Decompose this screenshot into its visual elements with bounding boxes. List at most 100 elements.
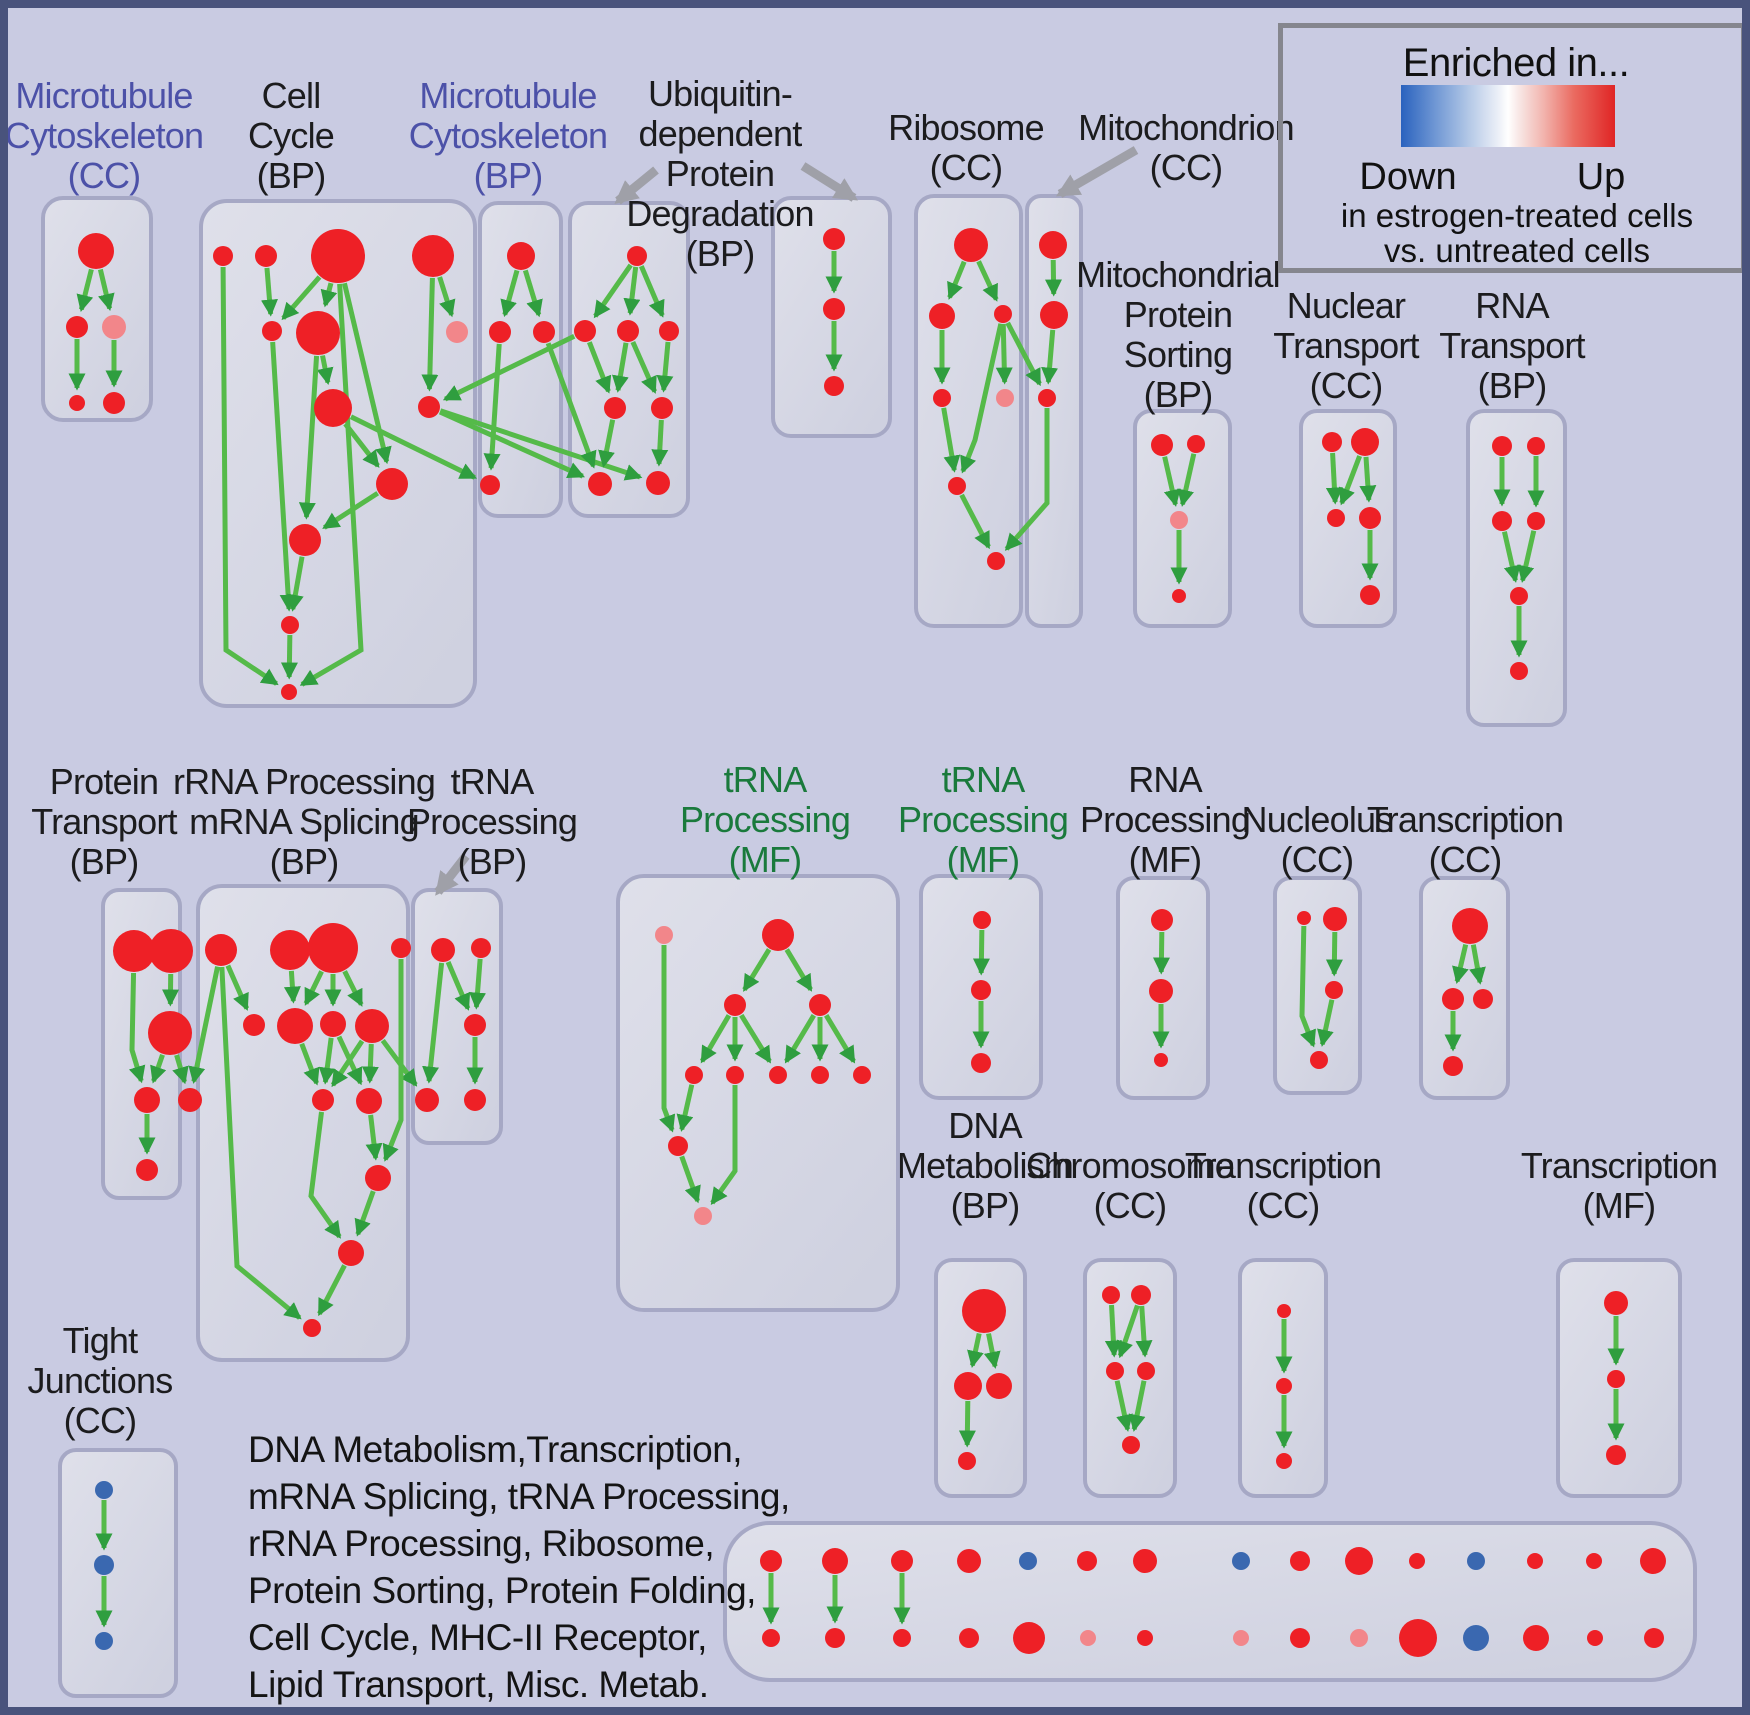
- group-label-line: Tight: [62, 1320, 139, 1361]
- go-node-tp5: [464, 1089, 486, 1111]
- edge-arrow-rr3-rr6: [303, 970, 324, 1006]
- edge-arrow-g2-g3: [1041, 329, 1059, 385]
- go-node-c10: [376, 468, 408, 500]
- group-label-line: (MF): [728, 839, 803, 880]
- go-node-u1: [574, 320, 596, 342]
- go-node-ch4: [1137, 1362, 1155, 1380]
- edge-arrow-t3-t5: [1501, 531, 1521, 583]
- edge-arrow-k1-k2: [1152, 931, 1170, 975]
- edge-arrow-rr12-rr13: [317, 1264, 347, 1317]
- group-label-line: Microtubule: [15, 75, 193, 116]
- go-node-c2: [255, 245, 277, 267]
- group-label-line: (CC): [1428, 839, 1503, 880]
- go-node-g1: [1039, 231, 1067, 259]
- go-node-n5: [1360, 585, 1380, 605]
- edge-arrow-rr3-rr8: [342, 970, 364, 1007]
- go-node-nl3: [1325, 981, 1343, 999]
- go-node-s9b: [1290, 1628, 1310, 1648]
- group-label-line: Protein: [665, 153, 775, 194]
- group-label-line: tRNA: [723, 759, 808, 800]
- group-label-line: Protein: [1123, 294, 1233, 335]
- group-box-microtubule-cc: [41, 196, 153, 422]
- edge-arrow-rr8-rr10: [361, 1043, 379, 1084]
- legend-subtitle-line1: in estrogen-treated cells: [1340, 197, 1694, 234]
- group-label-line: Cytoskeleton: [408, 115, 608, 156]
- group-label-line: Microtubule: [419, 75, 597, 116]
- go-node-t4: [1527, 512, 1545, 530]
- group-label-line: (CC): [1280, 839, 1355, 880]
- group-label-line: (MF): [1128, 839, 1203, 880]
- group-label-line: Cycle: [247, 115, 335, 156]
- edge-arrow-ch1-ch3: [1104, 1304, 1122, 1358]
- go-node-tc4: [1443, 1056, 1463, 1076]
- group-label-line: Processing: [1079, 799, 1251, 840]
- group-label-line: Degradation: [626, 193, 814, 234]
- go-node-r3: [994, 305, 1012, 323]
- group-label-rrna-mrna: rRNA Processing mRNA Splicing (BP): [173, 762, 436, 882]
- go-node-ch3: [1106, 1362, 1124, 1380]
- go-node-s7a: [1133, 1549, 1157, 1573]
- misc-categories-line: Protein Sorting, Protein Folding,: [248, 1570, 756, 1611]
- go-node-f1: [655, 926, 673, 944]
- edge-arrow-m1-m2: [76, 268, 94, 313]
- go-node-q3: [824, 376, 844, 396]
- go-node-mt1: [507, 242, 535, 270]
- edge-arrow-r1-r3: [976, 260, 999, 302]
- go-node-nl2: [1323, 907, 1347, 931]
- group-label-transcription-cc-bottom: Transcription (CC): [1185, 1146, 1382, 1226]
- go-node-n2: [1351, 428, 1379, 456]
- edge-arrow-c11-c12: [286, 556, 305, 612]
- go-node-rr1: [205, 934, 237, 966]
- go-node-f8: [811, 1066, 829, 1084]
- go-node-r5: [996, 389, 1014, 407]
- go-node-rr3: [308, 923, 358, 973]
- go-node-tc3: [1473, 989, 1493, 1009]
- edge-arrow-c1-c13: [220, 266, 279, 686]
- edge-arrow-dm1-dm3: [983, 1333, 1001, 1369]
- go-node-g3: [1038, 389, 1056, 407]
- misc-categories-line: mRNA Splicing, tRNA Processing,: [248, 1476, 790, 1517]
- group-label-protein-transport: Protein Transport (BP): [31, 762, 177, 882]
- go-node-k2: [1149, 979, 1173, 1003]
- group-label-tight-junctions: Tight Junctions (CC): [28, 1320, 174, 1441]
- go-node-rr11: [365, 1165, 391, 1191]
- edge-arrow-s1-s3: [1162, 456, 1181, 507]
- group-label-line: Nucleolus: [1241, 799, 1394, 840]
- go-node-ch5: [1122, 1436, 1140, 1454]
- go-node-dm1: [962, 1289, 1006, 1333]
- go-node-h3: [971, 1053, 991, 1073]
- edge-arrow-nl3-nl4: [1317, 999, 1335, 1047]
- go-node-c11: [289, 524, 321, 556]
- go-node-f10: [668, 1136, 688, 1156]
- edge-arrow-u4-u6: [598, 419, 616, 468]
- go-node-s5a: [1019, 1552, 1037, 1570]
- go-node-dm2: [954, 1372, 982, 1400]
- group-label-ubiquitin: Ubiquitin-dependent Protein Degradation (BP…: [626, 74, 814, 274]
- go-node-pt1: [113, 930, 155, 972]
- go-node-rr4: [391, 938, 411, 958]
- edge-arrow-ch2-ch4: [1135, 1305, 1153, 1358]
- go-node-rr13: [303, 1319, 321, 1337]
- go-node-s13b: [1523, 1625, 1549, 1651]
- group-label-mitochondrion: Mitochondrion (CC): [1078, 108, 1295, 188]
- go-node-h2: [971, 980, 991, 1000]
- edge-arrow-f3-f7: [739, 1013, 772, 1064]
- go-node-rr9: [312, 1089, 334, 1111]
- go-node-r7: [987, 552, 1005, 570]
- go-node-s7b: [1137, 1630, 1153, 1646]
- edge-arrow-rr8-rr9: [330, 1039, 365, 1088]
- go-node-r4: [933, 389, 951, 407]
- legend-title: Enriched in...: [1402, 41, 1630, 85]
- go-node-tp3: [415, 1088, 439, 1112]
- go-node-dm4: [958, 1452, 976, 1470]
- go-node-s12b: [1463, 1625, 1489, 1651]
- pointer-arrow-1: [800, 162, 858, 202]
- go-node-m4: [69, 395, 85, 411]
- group-label-line: RNA: [1475, 285, 1549, 326]
- group-label-line: Mitochondrial: [1076, 254, 1281, 295]
- go-node-s11b: [1399, 1619, 1437, 1657]
- edge-arrow-f10-f11: [679, 1155, 701, 1204]
- go-node-rr6: [277, 1008, 313, 1044]
- edge-arrow-c6-c8: [316, 355, 334, 386]
- go-node-s3: [1170, 511, 1188, 529]
